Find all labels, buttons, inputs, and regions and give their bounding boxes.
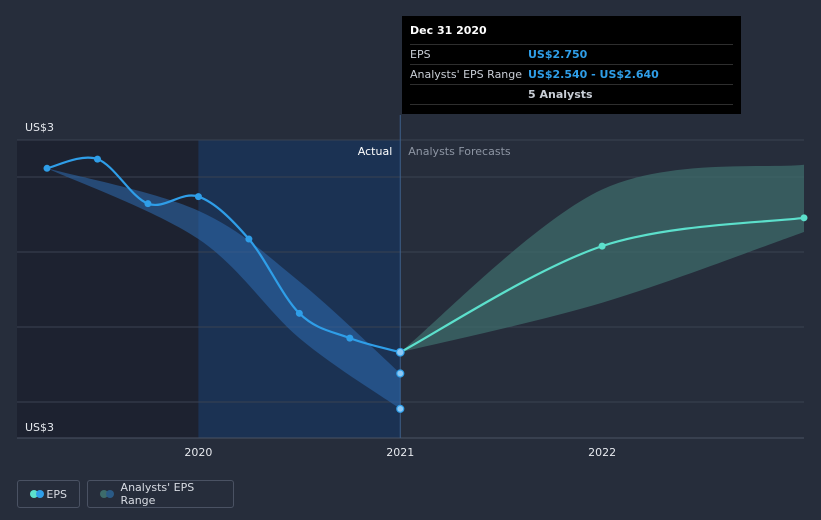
eps-actual-point-3	[194, 193, 202, 201]
eps-actual-point-6	[346, 334, 354, 342]
eps-actual-line	[46, 156, 401, 354]
legend-range-button[interactable]: Analysts' EPS Range	[87, 480, 234, 508]
tooltip-analysts-value: 5 Analysts	[528, 88, 593, 101]
legend-range-icon	[100, 490, 114, 498]
eps-actual-point-1	[93, 155, 101, 163]
eps-actual-point-7	[395, 347, 405, 357]
y-label-top: US$3	[25, 121, 54, 134]
eps-actual-point-2	[144, 200, 152, 208]
tooltip-row-eps: EPS US$2.750	[410, 44, 733, 64]
eps-range-band-0	[47, 168, 401, 409]
eps-actual-point-4	[245, 235, 253, 243]
eps-forecast-point-2	[800, 214, 808, 222]
tooltip-date: Dec 31 2020	[410, 24, 487, 37]
tooltip-row-analysts: 5 Analysts	[410, 84, 733, 105]
tooltip-eps-label: EPS	[410, 48, 431, 61]
x-tick-label-2: 2022	[588, 446, 616, 459]
legend-eps-button[interactable]: EPS	[17, 480, 80, 508]
actual-label: Actual	[358, 145, 392, 158]
eps-actual-point-0	[43, 164, 51, 172]
x-tick-label-0: 2020	[184, 446, 212, 459]
forecast-label: Analysts Forecasts	[408, 145, 511, 158]
legend-eps-label: EPS	[46, 487, 67, 501]
y-label-bottom: US$3	[25, 421, 54, 434]
x-tick-label-1: 2021	[386, 446, 414, 459]
tooltip-eps-value: US$2.750	[528, 48, 588, 61]
eps-forecast-point-1	[598, 242, 606, 250]
range-marker-0	[396, 369, 405, 378]
tooltip-panel: Dec 31 2020 EPS US$2.750 Analysts' EPS R…	[402, 16, 741, 114]
tooltip-range-value: US$2.540 - US$2.640	[528, 68, 659, 81]
range-marker-1	[396, 404, 405, 413]
tooltip-range-label: Analysts' EPS Range	[410, 68, 523, 81]
eps-actual-point-5	[295, 309, 303, 317]
tooltip-row-range: Analysts' EPS Range US$2.540 - US$2.640	[410, 64, 733, 84]
legend-range-label: Analysts' EPS Range	[120, 481, 195, 507]
eps-range-band-1	[400, 164, 804, 353]
legend-eps-icon	[30, 490, 44, 498]
